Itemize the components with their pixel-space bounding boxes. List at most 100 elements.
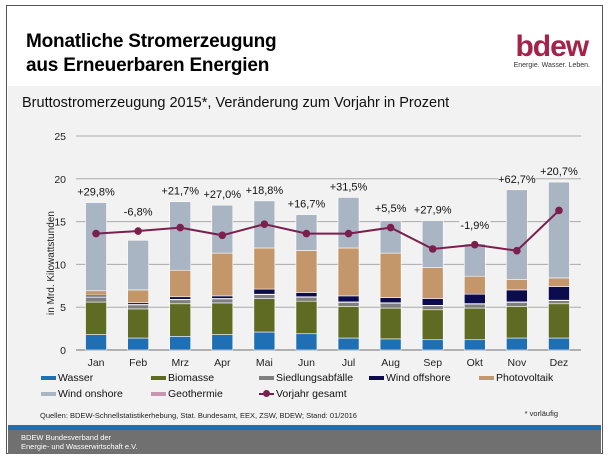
bar-segment-wasser [379,338,402,351]
bar-segment-photovoltaik [169,269,192,298]
bar-segment-windonshore [169,201,192,271]
x-tick-label: Mai [256,357,273,369]
bar-segment-siedlungsabflle [421,305,444,311]
x-tick-label: Dez [550,357,569,369]
x-tick-label: Feb [129,357,147,369]
bar-segment-photovoltaik [548,277,570,287]
bar-segment-siedlungsabflle [169,299,192,305]
bar-segment-biomasse [211,302,234,335]
legend-label: Wind onshore [58,388,123,400]
bar-segment-wasser [211,334,234,351]
bar-segment-siedlungsabflle [127,304,149,310]
change-label: +18,8% [246,185,284,197]
bar-segment-windonshore [337,197,360,249]
x-tick-label: Sep [423,357,442,369]
vorjahr-point [386,223,395,232]
org-name-line-2: Energie- und Wasserwirtschaft e.V. [21,442,138,451]
legend-item: Photovoltaik [479,372,553,384]
vorjahr-point [92,229,100,238]
legend-label: Wasser [58,372,94,384]
bar-segment-wasser [127,337,149,351]
bar-segment-wasser [506,337,528,351]
y-axis-label: in Mrd. Kilowattstunden [46,211,57,315]
bar-segment-windoffshore [463,293,486,304]
vorjahr-point [218,231,227,240]
annotation-bg [329,180,368,194]
bar-segment-photovoltaik [253,247,276,290]
legend-swatch [151,392,166,396]
x-tick-label: Aug [381,357,400,369]
annotation-bg [374,202,407,216]
bar-segment-photovoltaik [211,252,234,297]
y-tick-label: 0 [60,345,66,357]
annotation-bg [161,184,199,198]
bar-segment-wasser [337,337,360,351]
chart-subtitle: Bruttostromerzeugung 2015*, Veränderung … [22,95,450,111]
bar-segment-siedlungsabflle [463,303,486,309]
vorjahr-point [428,245,437,253]
annotation-bg [77,185,115,199]
vorjahr-point [555,206,563,215]
x-tick-label: Okt [467,357,483,369]
line-marker-icon [259,390,274,397]
bar-segment-biomasse [127,308,149,339]
annotation-bg [540,165,578,179]
bar-segment-biomasse [421,309,444,341]
legend-swatch [479,376,494,380]
bar-segment-wasser [253,331,276,351]
title-line-2: aus Erneuerbaren Energien [26,55,270,76]
bar-segment-windoffshore [253,288,276,295]
vorjahr-point [470,240,479,249]
legend-label: Geothermie [168,388,223,400]
divider-bar [8,425,601,430]
bar-segment-siedlungsabflle [337,301,360,307]
legend-item: Wind offshore [369,372,451,384]
page-title: Monatliche Stromerzeugung aus Erneuerbar… [26,30,277,78]
slide: Monatliche Stromerzeugung aus Erneuerbar… [6,5,603,454]
vorjahr-line [95,209,560,252]
bar-segment-wasser [421,339,444,351]
bdew-logo: bdew Energie. Wasser. Leben. [513,32,590,70]
bar-segment-biomasse [548,303,570,339]
logo-tagline: Energie. Wasser. Leben. [513,62,590,69]
legend-swatch [151,376,166,380]
x-tick-label: Jan [88,357,105,369]
bar-segment-windonshore [421,220,444,268]
legend-item: Wind onshore [41,388,123,400]
x-tick-label: Mrz [171,357,189,369]
y-tick-label: 20 [54,174,66,186]
change-label: +27,9% [414,205,452,217]
bar-segment-photovoltaik [127,289,149,304]
bar-segment-biomasse [379,307,402,340]
legend-label: Siedlungsabfälle [276,372,354,384]
bar-segment-biomasse [463,307,486,341]
bar-segment-biomasse [85,301,107,335]
bar-segment-photovoltaik [506,279,528,291]
change-label: -6,8% [124,206,153,218]
legend-item: Wasser [41,372,93,384]
bar-segment-siedlungsabflle [85,296,107,303]
vorjahr-point [134,227,142,235]
x-tick-label: Jul [342,357,355,369]
legend-item: Vorjahr gesamt [259,388,347,400]
vorjahr-point [176,223,185,232]
vorjahr-point [344,229,353,238]
y-tick-label: 15 [54,217,66,229]
x-tick-label: Nov [508,357,527,369]
annotation-bg [459,219,491,233]
legend-label: Vorjahr gesamt [276,388,347,400]
vorjahr-point [302,229,311,238]
legend-label: Photovoltaik [496,372,554,384]
bar-segment-siedlungsabflle [506,301,528,307]
bar-segment-wasser [85,334,107,351]
bar-segment-windoffshore [506,289,528,303]
change-label: +16,7% [288,199,326,211]
y-tick-label: 25 [54,131,66,143]
org-name-line-1: BDEW Bundesverband der [21,433,112,442]
change-label: +20,7% [540,166,578,178]
change-label: +29,8% [77,187,115,199]
x-tick-label: Apr [214,357,231,369]
change-label: +27,0% [203,189,241,201]
bar-segment-siedlungsabflle [253,294,276,299]
stacked-bar-chart: 0 5 10 15 20 25 in Mrd. Kilowattstunden Jan Feb M… [46,131,581,369]
